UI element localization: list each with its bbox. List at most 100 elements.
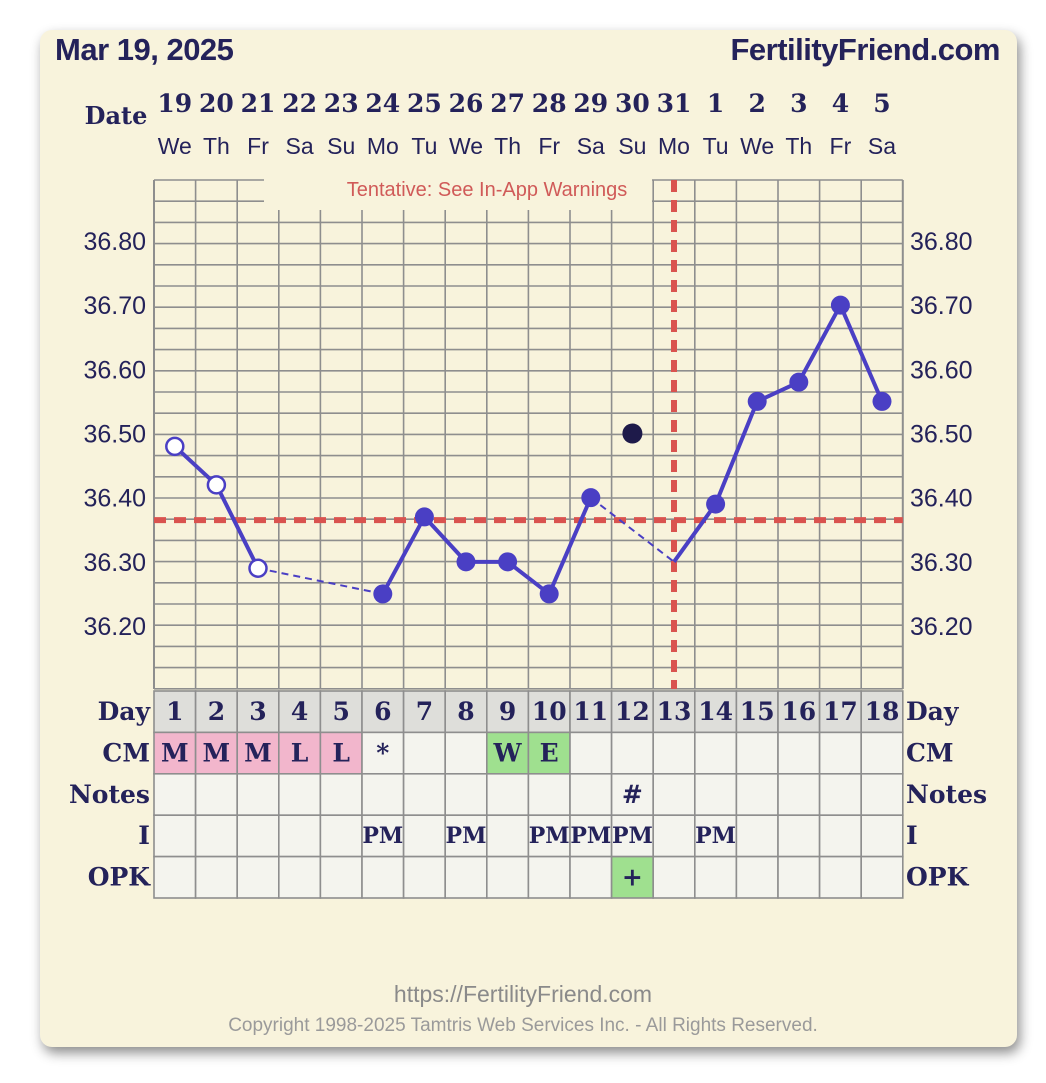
cycle-day: 8 bbox=[457, 697, 474, 726]
weekday-label: We bbox=[158, 133, 192, 159]
cycle-day: 15 bbox=[740, 697, 775, 726]
cycle-day: 2 bbox=[208, 697, 225, 726]
intercourse-cell: PM bbox=[529, 823, 570, 849]
notes-cell-bg bbox=[693, 772, 738, 816]
weekday-label: Th bbox=[494, 133, 521, 159]
opk-cell-bg bbox=[527, 855, 571, 899]
temperature-line bbox=[422, 515, 468, 564]
opk-cell-bg bbox=[777, 855, 821, 899]
temperature-point bbox=[581, 488, 601, 508]
notes-row-label-left: Notes bbox=[69, 780, 150, 809]
intercourse-cell-bg bbox=[693, 814, 738, 858]
intercourse-cell-bg bbox=[818, 814, 862, 858]
cycle-day: 9 bbox=[499, 697, 516, 726]
cm-cell: W bbox=[493, 738, 523, 767]
date-label: 1 bbox=[707, 89, 724, 118]
weekday-label: Tu bbox=[703, 133, 729, 159]
temperature-point bbox=[498, 552, 518, 572]
notes-cell-bg bbox=[236, 772, 280, 816]
cycle-day: 11 bbox=[573, 697, 608, 726]
date-label: 26 bbox=[449, 89, 484, 118]
cm-cell: * bbox=[376, 738, 389, 767]
y-tick-right: 36.20 bbox=[910, 613, 973, 641]
cycle-day-bg bbox=[277, 690, 322, 734]
y-tick-right: 36.60 bbox=[910, 356, 973, 384]
date-label: 27 bbox=[490, 89, 525, 118]
date-label: 4 bbox=[832, 89, 849, 118]
i-row-label-right: I bbox=[906, 821, 918, 850]
intercourse-cell-bg bbox=[236, 814, 280, 858]
cycle-day: 7 bbox=[416, 697, 433, 726]
notes-cell-bg bbox=[361, 772, 405, 816]
temperature-point bbox=[747, 391, 767, 411]
temperature-line bbox=[713, 400, 760, 505]
temperature-point bbox=[456, 552, 476, 572]
y-tick-right: 36.70 bbox=[910, 292, 973, 320]
intercourse-cell-bg bbox=[194, 814, 239, 858]
opk-cell-bg bbox=[194, 855, 239, 899]
weekday-label: Tu bbox=[411, 133, 437, 159]
opk-cell-bg bbox=[153, 855, 197, 899]
opk-cell-bg bbox=[818, 855, 862, 899]
brand-name: FertilityFriend.com bbox=[730, 32, 1000, 67]
opk-row-label-right: OPK bbox=[906, 863, 970, 892]
intercourse-cell-bg bbox=[735, 814, 779, 858]
cm-cell-bg bbox=[194, 731, 239, 775]
y-tick-left: 36.70 bbox=[83, 292, 146, 320]
temperature-point-open bbox=[248, 558, 268, 578]
opk-cell-bg bbox=[735, 855, 779, 899]
temperature-line bbox=[590, 496, 675, 563]
date-label: 22 bbox=[282, 89, 317, 118]
cycle-day: 14 bbox=[698, 697, 733, 726]
discarded-temperature-point bbox=[622, 423, 643, 444]
cm-cell-bg bbox=[277, 731, 322, 775]
cycle-day: 6 bbox=[374, 697, 391, 726]
cm-cell-bg bbox=[818, 731, 862, 775]
opk-cell-bg bbox=[693, 855, 738, 899]
notes-cell-bg bbox=[527, 772, 571, 816]
weekday-label: Fr bbox=[247, 133, 269, 159]
cm-cell-bg bbox=[444, 731, 488, 775]
cm-cell-bg bbox=[402, 731, 447, 775]
intercourse-cell: PM bbox=[695, 823, 736, 849]
cm-cell: M bbox=[161, 738, 189, 767]
cycle-day-bg bbox=[236, 690, 280, 734]
cm-cell-bg bbox=[153, 731, 197, 775]
temperature-line bbox=[672, 502, 718, 564]
weekday-label: Sa bbox=[286, 133, 314, 159]
weekday-label: Mo bbox=[367, 133, 399, 159]
day-row-label-left: Day bbox=[98, 697, 152, 726]
cycle-day: 12 bbox=[615, 697, 650, 726]
cycle-day: 1 bbox=[166, 697, 183, 726]
notes-cell-bg bbox=[818, 772, 862, 816]
cm-cell-bg bbox=[735, 731, 779, 775]
weekday-label: Su bbox=[327, 133, 355, 159]
cm-row-label-right: CM bbox=[906, 738, 954, 767]
temperature-line bbox=[381, 515, 427, 595]
temperature-point bbox=[830, 295, 850, 315]
temperature-point bbox=[414, 507, 434, 527]
y-tick-left: 36.20 bbox=[83, 613, 146, 641]
cycle-day: 17 bbox=[823, 697, 858, 726]
notes-row-label-right: Notes bbox=[906, 780, 987, 809]
temperature-point bbox=[789, 372, 809, 392]
cycle-day: 13 bbox=[657, 697, 692, 726]
notes-cell-bg bbox=[485, 772, 530, 816]
intercourse-cell-bg bbox=[860, 814, 904, 858]
intercourse-cell: PM bbox=[612, 823, 653, 849]
cm-cell: M bbox=[203, 738, 231, 767]
footer-url[interactable]: https://FertilityFriend.com bbox=[393, 981, 653, 1007]
weekday-label: Mo bbox=[658, 133, 690, 159]
cm-cell-bg bbox=[610, 731, 654, 775]
temperature-line bbox=[547, 496, 593, 595]
cm-cell: L bbox=[332, 738, 350, 767]
footer-copyright: Copyright 1998-2025 Tamtris Web Services… bbox=[228, 1015, 818, 1036]
i-row-label-left: I bbox=[138, 821, 150, 850]
intercourse-cell-bg bbox=[485, 814, 530, 858]
date-label: 20 bbox=[199, 89, 234, 118]
intercourse-cell: PM bbox=[570, 823, 611, 849]
date-label: 2 bbox=[748, 89, 765, 118]
temperature-point bbox=[373, 584, 393, 604]
weekday-label: Sa bbox=[577, 133, 605, 159]
temperature-point bbox=[539, 584, 559, 604]
